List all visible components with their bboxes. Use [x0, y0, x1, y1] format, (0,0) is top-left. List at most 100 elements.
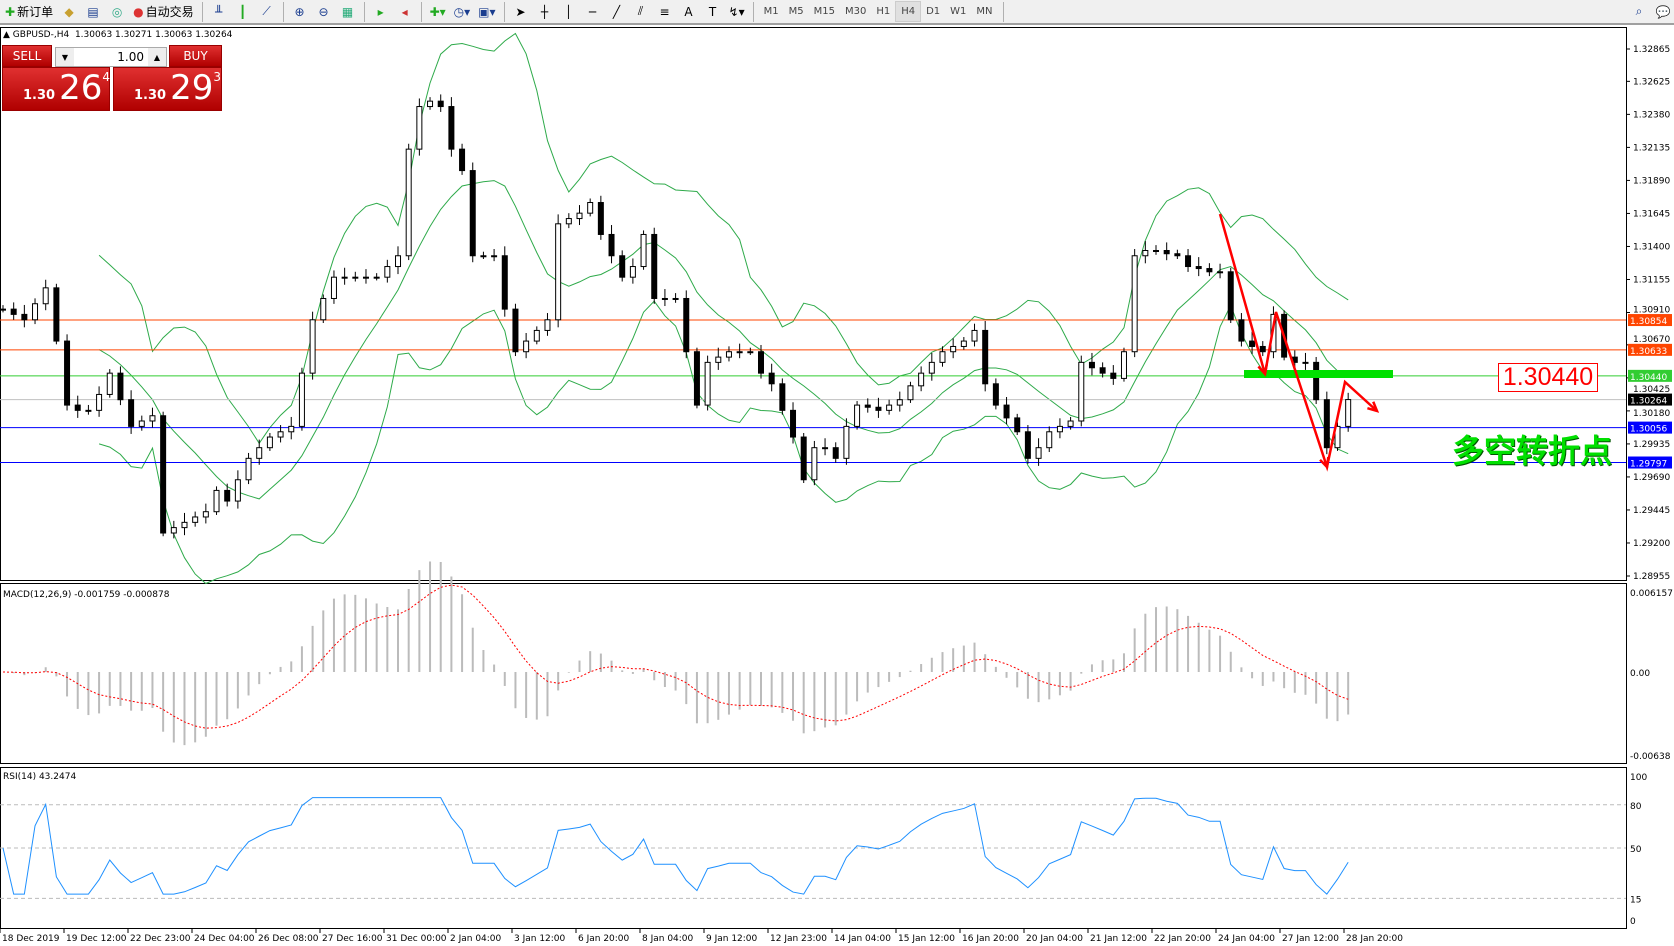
candle-body [1334, 425, 1341, 449]
divider [752, 1, 754, 22]
candle-body [181, 521, 188, 529]
time-label: 21 Jan 12:00 [1090, 934, 1147, 944]
candle-body [843, 425, 850, 459]
candle-body [202, 511, 209, 518]
periods-icon[interactable]: ◷▾ [453, 4, 471, 19]
tile-windows-icon[interactable]: ▦ [341, 4, 354, 19]
bar-chart-icon[interactable]: ╨ [214, 4, 223, 19]
time-label: 6 Jan 20:00 [578, 934, 630, 944]
buy-button[interactable]: BUY [169, 45, 222, 67]
indicators-icon[interactable]: ✚▾ [429, 4, 446, 19]
candle-body [395, 255, 402, 268]
candle-body [960, 340, 967, 347]
candle-body [1259, 345, 1266, 353]
time-label: 26 Dec 08:00 [258, 934, 319, 944]
timeframe-m15[interactable]: M15 [813, 6, 835, 17]
timeframe-m5[interactable]: M5 [788, 6, 804, 17]
timeframe-mn[interactable]: MN [976, 6, 993, 17]
candle-body [1024, 431, 1031, 459]
macd-panel-border [0, 583, 1627, 764]
chart-area[interactable]: 1.32865 1.32625 1.32380 1.32135 1.31890 1.316… [0, 27, 1674, 946]
zoom-in-icon[interactable]: ⊕ [294, 4, 305, 19]
candle-body [1195, 266, 1202, 270]
new-order-button[interactable]: ✚ 新订单 [2, 1, 56, 22]
candle-body [757, 351, 764, 374]
zoom-out-icon[interactable]: ⊖ [318, 4, 329, 19]
chart-shift-icon[interactable]: ◂ [401, 4, 408, 19]
candle-body [512, 308, 519, 353]
divider [363, 1, 365, 22]
candle-body [1035, 447, 1042, 459]
candle-body [736, 351, 743, 354]
divider [1002, 1, 1004, 22]
timeframe-w1[interactable]: W1 [950, 6, 967, 17]
rsi-label: RSI(14) 43.2474 [3, 772, 76, 782]
price-tag [1628, 456, 1672, 469]
vertical-line-icon[interactable]: │ [564, 4, 573, 19]
candle-body [1206, 268, 1213, 273]
candle-body [619, 255, 626, 278]
level-label-box[interactable]: 1.30440 [1498, 363, 1598, 392]
price-tag-label: 1.30440 [1630, 373, 1667, 383]
trendline-icon[interactable]: ╱ [612, 4, 621, 19]
bollinger-middle [98, 180, 1349, 500]
candle-body [544, 319, 551, 331]
horizontal-line-icon[interactable]: ─ [588, 4, 597, 19]
time-label: 18 Dec 2019 [2, 934, 60, 944]
equidistant-channel-icon[interactable]: ⫽ [637, 4, 644, 18]
candle-body [523, 340, 530, 353]
candlestick-icon[interactable]: ┃ [238, 4, 247, 19]
candle-body [854, 404, 861, 427]
auto-trading-button[interactable]: ● 自动交易 [130, 1, 197, 22]
buy-price[interactable]: 1.30 293 [113, 67, 222, 111]
templates-icon[interactable]: ▣▾ [478, 4, 496, 19]
candle-body [576, 212, 583, 220]
metaeditor-icon[interactable]: ◆ [64, 4, 74, 19]
candle-body [1046, 431, 1053, 449]
cursor-icon[interactable]: ➤ [515, 4, 526, 19]
sell-button[interactable]: SELL [2, 45, 52, 67]
candle-body [128, 399, 135, 427]
timeframe-h4[interactable]: H4 [895, 1, 922, 22]
chat-icon[interactable]: 💬 [1655, 4, 1671, 19]
candle-body [213, 489, 220, 513]
timeframe-d1[interactable]: D1 [926, 6, 941, 17]
candle-body [96, 393, 103, 411]
timeframe-h1[interactable]: H1 [876, 6, 891, 17]
text-label-icon[interactable]: T [708, 4, 717, 19]
line-chart-icon[interactable]: ⟋ [262, 4, 271, 18]
timeframe-m30[interactable]: M30 [844, 6, 867, 17]
candle-body [1217, 271, 1224, 274]
candle-body [918, 372, 925, 387]
autoscroll-icon[interactable]: ▸ [377, 4, 384, 19]
arrows-icon[interactable]: ↯▾ [728, 4, 745, 19]
price-tag [1628, 314, 1672, 327]
sell-price-pips: 26 [59, 68, 103, 108]
candle-body [1302, 361, 1309, 364]
lot-decrease-button[interactable]: ▼ [56, 48, 74, 66]
candle-body [1163, 250, 1170, 255]
timeframe-m1[interactable]: M1 [763, 6, 779, 17]
text-icon[interactable]: A [684, 4, 693, 19]
search-icon[interactable]: ⌕ [1635, 4, 1643, 18]
sell-label: SELL [12, 49, 42, 63]
candle-body [928, 361, 935, 374]
timeframe-bar: M1 M5 M15 M30 H1 H4 D1 W1 MN [759, 1, 998, 22]
price-tick-label: 1.32135 [1633, 143, 1670, 153]
candle-body [298, 372, 305, 427]
candle-body [405, 148, 412, 257]
candle-body [896, 399, 903, 406]
lot-size-input[interactable]: ▼ 1.00 ▲ [55, 47, 167, 67]
price-tick-label: 1.32865 [1633, 45, 1670, 55]
sell-price[interactable]: 1.30 264 [2, 67, 110, 111]
candle-body [939, 351, 946, 363]
lot-value[interactable]: 1.00 [117, 50, 144, 64]
fibonacci-icon[interactable]: ≡ [659, 4, 670, 19]
reversal-point-text[interactable]: 多空转折点 [1452, 432, 1613, 470]
crosshair-icon[interactable]: ┼ [540, 4, 549, 19]
navigator-icon[interactable]: ▤ [87, 4, 99, 19]
time-label: 22 Dec 23:00 [130, 934, 191, 944]
candle-body [74, 404, 81, 411]
lot-increase-button[interactable]: ▲ [148, 48, 166, 66]
signals-icon[interactable]: ◎ [111, 4, 123, 19]
